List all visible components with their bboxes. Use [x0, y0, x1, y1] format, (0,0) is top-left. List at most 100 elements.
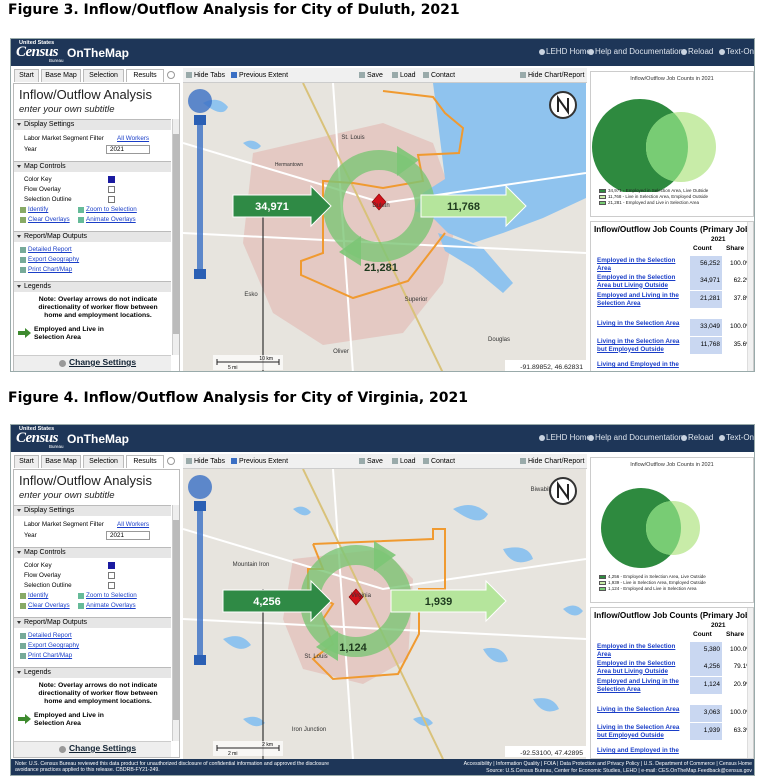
change-settings[interactable]: Change Settings	[69, 743, 137, 753]
column-header: Share	[726, 631, 745, 638]
map[interactable]: 4,256 1,939 1,124 Mountain Iron Virginia St. …	[183, 469, 586, 759]
map[interactable]: 34,971 11,768 21,281 St. Louis Hermantown Dul…	[183, 83, 586, 372]
control-label: Color Key	[24, 176, 52, 183]
filter-value[interactable]: All Workers	[117, 135, 150, 142]
toolbar	[183, 68, 587, 83]
checkbox[interactable]	[108, 196, 115, 203]
tab[interactable]: Start	[14, 455, 39, 468]
section-header[interactable]: Map Controls	[24, 163, 66, 170]
chart-title: Inflow/Outflow Job Counts in 2021	[630, 76, 714, 82]
row-label[interactable]: Living in the Selection Area	[597, 320, 680, 327]
nav-link[interactable]: Text-Only	[726, 433, 755, 442]
output-link[interactable]: Detailed Report	[28, 246, 72, 253]
row-label[interactable]: Living in the Selection Area but Employe…	[597, 724, 680, 739]
output-link[interactable]: Export Geography	[28, 642, 80, 649]
legend-swatch	[599, 581, 606, 585]
nav-link[interactable]: LEHD Home	[546, 47, 591, 56]
count-cell	[690, 273, 722, 290]
scale-bar	[216, 359, 280, 365]
row-label[interactable]: Employed and Living in the Selection Are…	[597, 292, 679, 307]
tool-link[interactable]: Clear Overlays	[28, 216, 70, 223]
toolbar-button[interactable]: Save	[367, 72, 383, 79]
checkbox[interactable]	[108, 572, 115, 579]
scroll-thumb	[173, 134, 179, 334]
nav-link[interactable]: Help and Documentation	[595, 47, 684, 56]
checkbox[interactable]	[108, 186, 115, 193]
checkbox[interactable]	[108, 582, 115, 589]
tool-icon	[78, 207, 84, 213]
tab[interactable]: Selection	[83, 455, 124, 468]
row-label[interactable]: Employed and Living in the Selection Are…	[597, 678, 679, 693]
nav-link[interactable]: Help and Documentation	[595, 433, 684, 442]
panel-title: Inflow/Outflow Analysis	[19, 473, 152, 488]
row-label[interactable]: Living in the Selection Area	[597, 706, 680, 713]
toolbar-button[interactable]: Previous Extent	[239, 72, 289, 79]
tool-link[interactable]: Identify	[28, 206, 49, 213]
tab[interactable]: Base Map	[41, 69, 81, 82]
tool-link[interactable]: Clear Overlays	[28, 602, 70, 609]
legend-swatch	[599, 587, 606, 591]
tool-link[interactable]: Zoom to Selection	[86, 592, 137, 599]
place-label: Biwabik	[531, 487, 553, 493]
tab[interactable]: Results	[126, 69, 164, 82]
toolbar-button[interactable]: Hide Chart/Report	[528, 72, 585, 79]
tool-link[interactable]: Animate Overlays	[86, 216, 136, 223]
nav-link[interactable]: Text-Only	[726, 47, 755, 56]
toolbar-button[interactable]: Load	[400, 72, 416, 79]
footer-source: Source: U.S.Census Bureau, Center for Ec…	[486, 768, 752, 774]
logo-sub: Bureau	[49, 58, 64, 63]
output-link[interactable]: Print Chart/Map	[28, 652, 73, 659]
toolbar-button[interactable]: Hide Chart/Report	[528, 458, 585, 465]
section-header[interactable]: Legends	[24, 283, 51, 290]
tab[interactable]: Selection	[83, 69, 124, 82]
nav-link[interactable]: Reload	[688, 433, 714, 442]
toolbar-button[interactable]: Hide Tabs	[194, 72, 226, 79]
toolbar-button[interactable]: Contact	[431, 72, 456, 79]
tool-link[interactable]: Animate Overlays	[86, 602, 136, 609]
toolbar-button[interactable]: Contact	[431, 458, 456, 465]
nav-link[interactable]: LEHD Home	[546, 433, 591, 442]
row-label[interactable]: Living and Employed in the	[597, 747, 679, 754]
water	[243, 716, 265, 727]
section-header[interactable]: Report/Map Outputs	[24, 233, 88, 240]
row-label[interactable]: Employed in the Selection Area but Livin…	[597, 660, 676, 675]
section-header[interactable]: Map Controls	[24, 549, 66, 556]
tool-icon	[20, 593, 26, 599]
tool-link[interactable]: Zoom to Selection	[86, 206, 137, 213]
toolbar-button[interactable]: Previous Extent	[239, 458, 289, 465]
tab[interactable]: Results	[126, 455, 164, 468]
row-label[interactable]: Employed in the Selection Area but Livin…	[597, 274, 676, 289]
place-label: Hermantown	[275, 162, 304, 168]
place-label: Duluth	[372, 203, 389, 209]
tab[interactable]: Base Map	[41, 455, 81, 468]
control-label: Flow Overlay	[24, 186, 61, 193]
output-link[interactable]: Export Geography	[28, 256, 80, 263]
toolbar-button[interactable]: Load	[400, 458, 416, 465]
footer-links[interactable]: Accessibility | Information Quality | FO…	[463, 761, 752, 767]
year-select[interactable]: 2021	[106, 531, 150, 540]
section-header[interactable]: Report/Map Outputs	[24, 619, 88, 626]
nav-link[interactable]: Reload	[688, 47, 714, 56]
section-header[interactable]: Display Settings	[24, 507, 75, 514]
row-label[interactable]: Employed in the Selection Area	[597, 257, 676, 272]
filter-label: Labor Market Segment Filter	[24, 521, 104, 528]
row-label[interactable]: Living and Employed in the	[597, 361, 679, 368]
column-header: Count	[693, 631, 712, 638]
toolbar-button[interactable]: Hide Tabs	[194, 458, 226, 465]
section-header[interactable]: Display Settings	[24, 121, 75, 128]
section-header[interactable]: Legends	[24, 669, 51, 676]
zoom-out	[194, 655, 206, 665]
row-label[interactable]: Living in the Selection Area but Employe…	[597, 338, 680, 353]
row-label[interactable]: Employed in the Selection Area	[597, 643, 676, 658]
row-count: 4,256	[703, 663, 720, 670]
tab[interactable]: Start	[14, 69, 39, 82]
tool-link[interactable]: Identify	[28, 592, 49, 599]
toolbar-icon	[423, 72, 429, 78]
filter-value[interactable]: All Workers	[117, 521, 150, 528]
change-settings[interactable]: Change Settings	[69, 357, 137, 367]
output-link[interactable]: Detailed Report	[28, 632, 72, 639]
output-link[interactable]: Print Chart/Map	[28, 266, 73, 273]
pan-control	[188, 89, 212, 113]
toolbar-button[interactable]: Save	[367, 458, 383, 465]
year-select[interactable]: 2021	[106, 145, 150, 154]
